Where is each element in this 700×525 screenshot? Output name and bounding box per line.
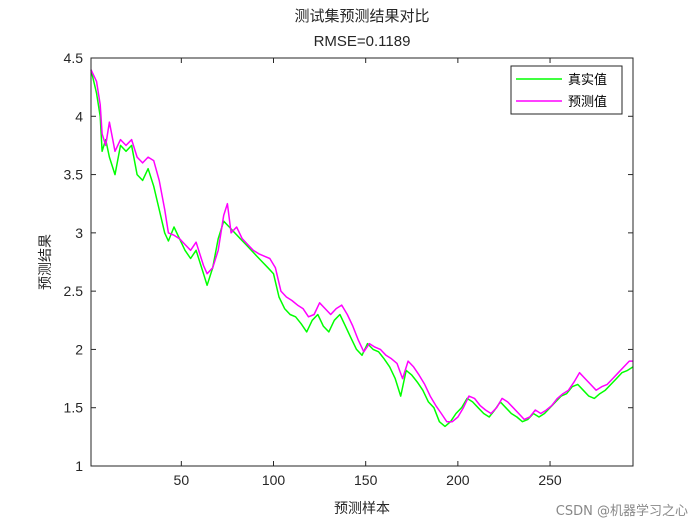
y-tick-label: 3.5 [64,167,84,183]
x-tick-label: 200 [446,472,470,488]
y-tick-label: 1 [75,458,83,474]
x-tick-label: 50 [174,472,190,488]
chart-subtitle: RMSE=0.1189 [314,33,411,50]
y-tick-label: 4.5 [64,50,84,66]
series-layer [90,69,634,428]
y-tick-label: 2.5 [64,283,84,299]
y-tick-label: 4 [75,108,83,124]
y-axis-label: 预测结果 [38,234,54,290]
x-axis-label: 预测样本 [334,501,390,517]
x-tick-label: 250 [538,472,562,488]
series-line-true [90,69,634,428]
x-tick-label: 150 [354,472,378,488]
legend-label-pred: 预测值 [568,94,607,110]
y-tick-label: 2 [75,341,83,357]
legend: 真实值 预测值 [510,65,623,115]
ticks-layer: 50 100 150 200 250 1 1.5 2 2.5 3 3.5 4 4.5 [64,50,633,488]
legend-box [510,65,623,115]
legend-label-true: 真实值 [568,72,607,88]
plot-area [91,58,633,466]
x-tick-label: 100 [262,472,286,488]
watermark: CSDN @机器学习之心 [555,504,688,519]
y-tick-label: 3 [75,225,83,241]
plot-frame [90,57,634,467]
chart-title: 测试集预测结果对比 [294,7,429,25]
series-line-pred [90,69,633,423]
y-tick-label: 1.5 [64,400,84,416]
